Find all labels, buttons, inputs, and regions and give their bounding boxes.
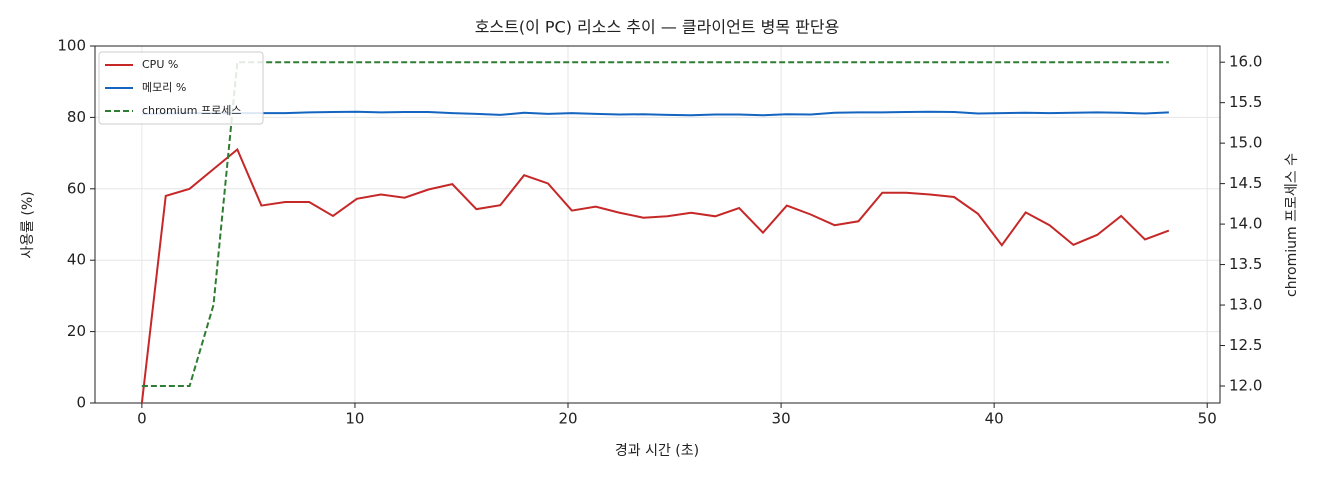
x-tick-label: 0 [137, 410, 147, 428]
y-tick-label: 80 [67, 108, 86, 126]
y2-tick-label: 16.0 [1229, 53, 1262, 71]
series-line [140, 147, 1170, 404]
legend-label: 메모리 % [142, 81, 186, 94]
x-tick-label: 30 [772, 410, 791, 428]
y2-tick-label: 12.5 [1229, 336, 1262, 354]
legend-label: chromium 프로세스 [142, 104, 241, 117]
x-tick-label: 40 [985, 410, 1004, 428]
x-tick-label: 20 [558, 410, 577, 428]
chart-title: 호스트(이 PC) 리소스 추이 — 클라이언트 병목 판단용 [475, 18, 840, 37]
y-tick-label: 20 [67, 322, 86, 340]
legend-label: CPU % [142, 58, 178, 71]
series-line [141, 61, 1169, 387]
y2-tick-label: 14.0 [1229, 215, 1262, 233]
y2-axis-label: chromium 프로세스 수 [1284, 153, 1300, 297]
y-tick-label: 100 [57, 37, 86, 55]
y-tick-label: 40 [67, 251, 86, 269]
y2-tick-label: 13.0 [1229, 296, 1262, 314]
y-axis-label: 사용률 (%) [20, 191, 36, 258]
y2-tick-label: 15.5 [1229, 93, 1262, 111]
plot-frame [94, 45, 1221, 404]
x-axis-label: 경과 시간 (초) [615, 443, 699, 459]
y2-tick-label: 14.5 [1229, 174, 1262, 192]
series-line [141, 110, 1169, 117]
y2-tick-label: 13.5 [1229, 255, 1262, 273]
x-tick-label: 50 [1198, 410, 1217, 428]
y2-tick-label: 15.0 [1229, 134, 1262, 152]
y2-tick-label: 12.0 [1229, 377, 1262, 395]
legend-box [98, 51, 264, 125]
y-tick-label: 60 [67, 179, 86, 197]
y-tick-label: 0 [76, 394, 86, 412]
x-tick-label: 10 [345, 410, 364, 428]
